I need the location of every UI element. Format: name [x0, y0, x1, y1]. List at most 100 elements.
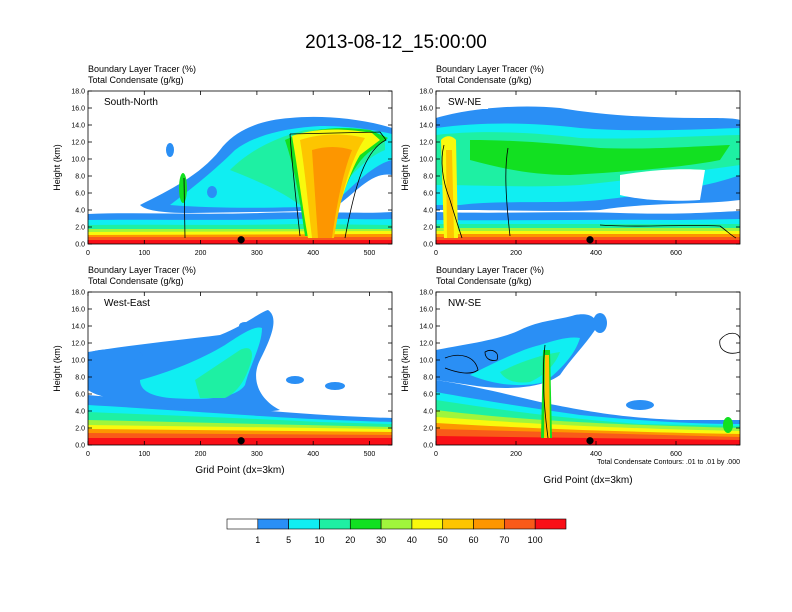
y-tick-label: 8.0 — [423, 375, 433, 382]
condensate-contour — [444, 354, 479, 374]
y-tick-label: 12.0 — [419, 140, 433, 147]
column-core — [544, 355, 550, 438]
x-tick-label: 100 — [138, 250, 150, 257]
panel-label-box — [100, 95, 168, 109]
cloud-blob — [166, 143, 174, 157]
y-tick-label: 10.0 — [71, 157, 85, 164]
cloud-blob — [286, 376, 304, 384]
panel-title-line-2: Total Condensate (g/kg) — [88, 75, 184, 85]
y-tick-label: 2.0 — [75, 426, 85, 433]
x-tick-label: 400 — [307, 451, 319, 458]
upper-cloud-30 — [470, 140, 730, 175]
field-south-north — [88, 116, 392, 244]
core-red — [312, 147, 352, 238]
panel-title-line-1: Boundary Layer Tracer (%) — [436, 265, 545, 275]
y-tick-label: 0.0 — [423, 443, 433, 450]
plot-frame — [435, 291, 741, 446]
colorbar-swatch — [226, 518, 259, 530]
y-tick-label: 4.0 — [423, 409, 433, 416]
gap — [620, 169, 705, 201]
x-tick-label: 500 — [364, 250, 376, 257]
y-tick-label: 6.0 — [423, 191, 433, 198]
colorbar-swatch — [319, 518, 351, 530]
condensate-contour — [505, 147, 511, 237]
x-tick-label: 300 — [251, 451, 263, 458]
y-tick-label: 4.0 — [423, 208, 433, 215]
panel-nw-se: NW-SE 0 200 400 600 0.0 2.0 4.0 6.0 8.0 10.0 12.0 1… — [400, 290, 741, 486]
x-tick-label: 0 — [434, 451, 438, 458]
y-tick-label: 4.0 — [75, 409, 85, 416]
colorbar-swatch — [288, 518, 320, 530]
x-tick-label: 200 — [510, 250, 522, 257]
panel-title-line-2: Total Condensate (g/kg) — [436, 276, 532, 286]
colorbar-label: 50 — [438, 535, 448, 545]
panel-title-line-1: Boundary Layer Tracer (%) — [436, 64, 545, 74]
plot-frame — [87, 291, 393, 446]
y-tick-label: 14.0 — [419, 324, 433, 331]
location-marker — [237, 236, 245, 244]
y-tick-label: 6.0 — [75, 191, 85, 198]
y-tick-label: 6.0 — [423, 392, 433, 399]
axes-south-north: 0 100 200 300 400 500 0.0 2.0 4.0 6.0 8.0 10.0 12.0 1… — [52, 89, 392, 257]
field-west-east — [88, 310, 392, 445]
y-tick-label: 0.0 — [75, 443, 85, 450]
panel-title-br: Boundary Layer Tracer (%) Total Condensa… — [436, 265, 544, 287]
axes-nw-se: 0 200 400 600 0.0 2.0 4.0 6.0 8.0 10.0 12.0 14.0 16.… — [400, 290, 740, 486]
y-tick-label: 16.0 — [419, 307, 433, 314]
cloud-blob — [179, 173, 187, 203]
x-tick-label: 100 — [138, 451, 150, 458]
panel-label-box — [100, 296, 160, 310]
condensate-contour — [719, 332, 740, 354]
y-tick-label: 10.0 — [419, 358, 433, 365]
cloud-blob — [88, 349, 143, 361]
location-marker — [586, 437, 594, 445]
y-tick-label: 2.0 — [423, 225, 433, 232]
plot-frame — [87, 90, 393, 245]
panel-label-box — [444, 95, 488, 109]
panel-west-east: West-East 0 100 200 300 400 500 0.0 2.0 4.0 6.0 8.… — [52, 290, 393, 476]
x-tick-label: 600 — [670, 250, 682, 257]
colorbar-label: 5 — [286, 535, 291, 545]
x-tick-label: 400 — [590, 250, 602, 257]
colorbar-swatch — [534, 518, 567, 530]
x-tick-label: 0 — [86, 250, 90, 257]
condensate-contour — [183, 177, 186, 239]
x-tick-label: 300 — [251, 250, 263, 257]
y-tick-label: 6.0 — [75, 392, 85, 399]
colorbar-swatch — [411, 518, 444, 530]
panel-title-line-1: Boundary Layer Tracer (%) — [88, 265, 197, 275]
y-tick-label: 0.0 — [423, 242, 433, 249]
colorbar-label: 10 — [314, 535, 324, 545]
panel-label: West-East — [104, 298, 150, 309]
y-tick-label: 8.0 — [423, 174, 433, 181]
colorbar-label: 20 — [345, 535, 355, 545]
panel-title-line-2: Total Condensate (g/kg) — [88, 276, 184, 286]
y-tick-label: 10.0 — [419, 157, 433, 164]
colorbar-swatch — [473, 518, 505, 530]
panel-sw-ne: SW-NE 0 200 400 600 0.0 2.0 4.0 6.0 8.0 10.0 12.0 1… — [400, 89, 741, 257]
colorbar-swatch — [349, 518, 382, 530]
figure-title: 2013-08-12_15:00:00 — [305, 32, 487, 53]
y-tick-label: 10.0 — [71, 358, 85, 365]
panel-title-tl: Boundary Layer Tracer (%) Total Condensa… — [88, 64, 196, 86]
colorbar-label: 40 — [407, 535, 417, 545]
y-tick-label: 0.0 — [75, 242, 85, 249]
x-tick-label: 400 — [590, 451, 602, 458]
panel-label-box — [444, 296, 484, 310]
x-tick-label: 400 — [307, 250, 319, 257]
cloud-blob — [207, 186, 217, 198]
y-tick-label: 8.0 — [75, 174, 85, 181]
y-axis-label: Height (km) — [52, 144, 62, 191]
left-column-core — [446, 150, 454, 238]
y-axis-label: Height (km) — [400, 345, 410, 392]
y-tick-label: 18.0 — [419, 89, 433, 96]
y-tick-label: 4.0 — [75, 208, 85, 215]
y-axis-label: Height (km) — [400, 144, 410, 191]
cloud-blob — [593, 313, 607, 333]
colorbar-swatch — [257, 518, 289, 530]
colorbar-swatch — [380, 518, 413, 530]
y-tick-label: 18.0 — [71, 290, 85, 297]
colorbar: 1 5 10 20 30 40 50 60 70 100 — [226, 518, 567, 545]
colorbar-swatch — [504, 518, 536, 530]
condensate-contour — [289, 131, 387, 239]
